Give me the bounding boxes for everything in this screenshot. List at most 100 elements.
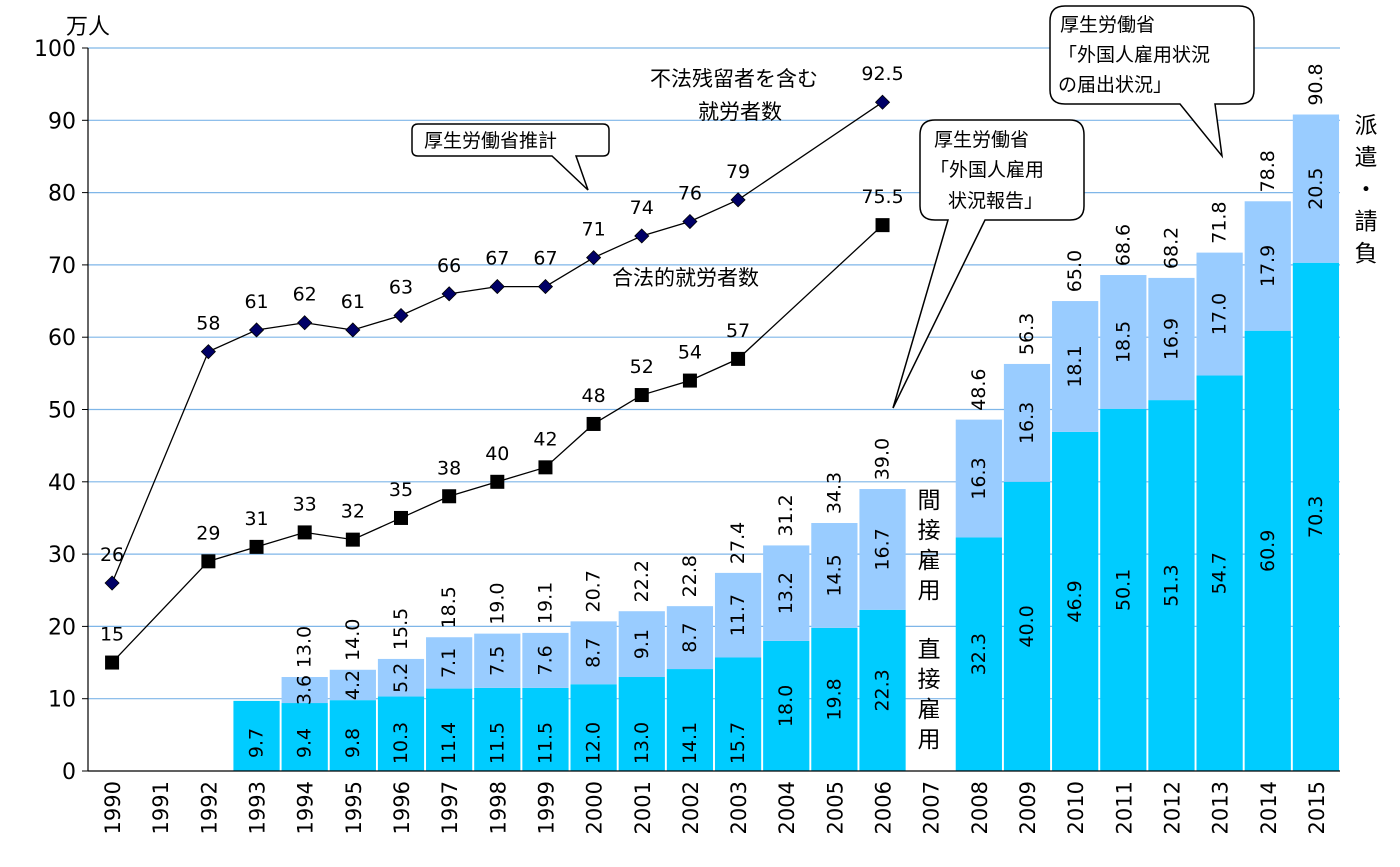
unit-label: 万人 [66,15,110,40]
bar-indirect [666,606,714,670]
square-marker [731,351,746,366]
bar-label-total: 71.8 [1209,201,1231,243]
bar-label-total: 20.7 [583,570,605,612]
bar-label-indirect: 17.9 [1257,245,1279,287]
bar-direct [1052,431,1099,771]
square-marker [394,510,408,525]
bar-label-total: 48.6 [968,368,990,410]
line-point-label: 76 [678,183,702,205]
line-point-label: 61 [341,291,365,313]
bar-direct [474,687,521,771]
x-tick-label: 2009 [1016,781,1040,834]
diamond-marker [393,307,409,324]
line-point-label: 71 [582,219,606,241]
square-marker [634,388,649,403]
bar-label-direct: 13.0 [631,722,653,764]
line-point-label: 79 [726,161,750,183]
bar-label-direct: 15.7 [727,722,749,764]
square-marker [201,554,216,569]
line-point-label: 66 [437,255,461,277]
bar-indirect [474,633,521,688]
diamond-marker [200,344,216,360]
bar-label-total: 65.0 [1064,250,1086,292]
bar-direct [426,688,473,771]
bar-label-total: 19.0 [486,582,508,624]
y-tick-label: 10 [48,688,76,713]
bar-label-direct: 11.4 [438,722,460,764]
square-marker [586,416,601,431]
bar-label-total: 15.5 [390,608,412,650]
bar-direct [233,700,280,771]
x-tick-label: 1998 [486,781,510,834]
bar-label-direct: 11.5 [486,722,508,764]
diamond-marker [537,279,554,295]
bar-label-direct: 19.8 [823,678,845,720]
bar-label-indirect: 11.7 [727,594,749,636]
diamond-marker [489,279,505,295]
dispatch-contract-char: 遣 [1355,145,1378,171]
diamond-marker [441,286,457,302]
bar-label-direct: 32.3 [968,633,990,675]
square-marker [875,218,890,233]
bar-indirect [281,677,328,704]
bar-label-total: 31.2 [775,494,797,536]
bar-direct [618,677,665,771]
line-point-label: 35 [389,479,413,501]
callout-report-line3: 状況報告」 [948,190,1043,212]
bar-label-direct: 22.3 [872,669,894,711]
x-tick-label: 1992 [197,781,221,834]
diamond-marker [682,213,698,230]
bar-direct [522,687,569,771]
x-tick-label: 2013 [1209,781,1233,834]
bar-label-indirect: 7.6 [534,645,556,675]
bar-label-direct: 14.1 [679,722,701,764]
y-tick-label: 80 [48,182,76,207]
y-tick-label: 70 [48,254,76,279]
x-tick-label: 1997 [438,781,462,834]
bar-label-indirect: 16.9 [1160,318,1182,360]
y-tick-label: 30 [48,543,76,568]
bar-label-total: 22.2 [631,560,653,602]
x-tick-label: 2005 [823,781,847,834]
direct-employment-char: 雇 [918,697,941,723]
bar-indirect [1003,363,1051,482]
bar-label-indirect: 5.2 [390,663,412,693]
line-point-label: 67 [533,248,557,270]
bar-direct [1196,375,1243,771]
diamond-marker [634,228,650,244]
direct-employment-char: 用 [918,727,941,753]
line-point-label: 92.5 [861,63,903,85]
bar-indirect [859,489,906,610]
indirect-employment-char: 接 [918,518,941,544]
bar-direct [329,700,376,771]
axes: 0 10 20 30 40 50 60 70 80 90 100 1990 1991 1992 1993 19… [34,37,1340,834]
line-point-label: 75.5 [861,186,903,208]
x-tick-label: 1996 [390,781,414,834]
y-tick-label: 60 [48,326,76,351]
bar-label-direct: 9.7 [246,728,268,758]
callout-report-line2: 「外国人雇用 [930,159,1044,181]
bar-indirect [522,632,569,688]
bar-label-total: 39.0 [872,438,894,480]
bar-direct [955,537,1002,771]
bar-label-total: 90.8 [1305,63,1327,105]
bar-label-direct: 40.0 [1016,605,1038,647]
y-tick-label: 50 [48,399,76,424]
diamond-marker [586,250,602,266]
line-point-label: 29 [196,522,220,544]
x-tick-label: 1995 [342,781,366,834]
bar-indirect [1292,114,1340,263]
line-point-label: 57 [726,320,750,342]
bar-indirect [1052,301,1099,432]
bar-label-direct: 50.1 [1112,569,1134,611]
y-tick-label: 40 [48,471,76,496]
square-marker [682,373,697,388]
bar-direct [1244,330,1291,771]
bar-indirect [426,637,473,689]
bar-direct [859,609,906,771]
bar-indirect [955,419,1002,538]
line1-name-line1: 不法残留者を含む [650,67,818,91]
line-1 [111,224,883,663]
bar-label-direct: 51.3 [1160,564,1182,606]
bar-label-total: 68.6 [1112,224,1134,266]
